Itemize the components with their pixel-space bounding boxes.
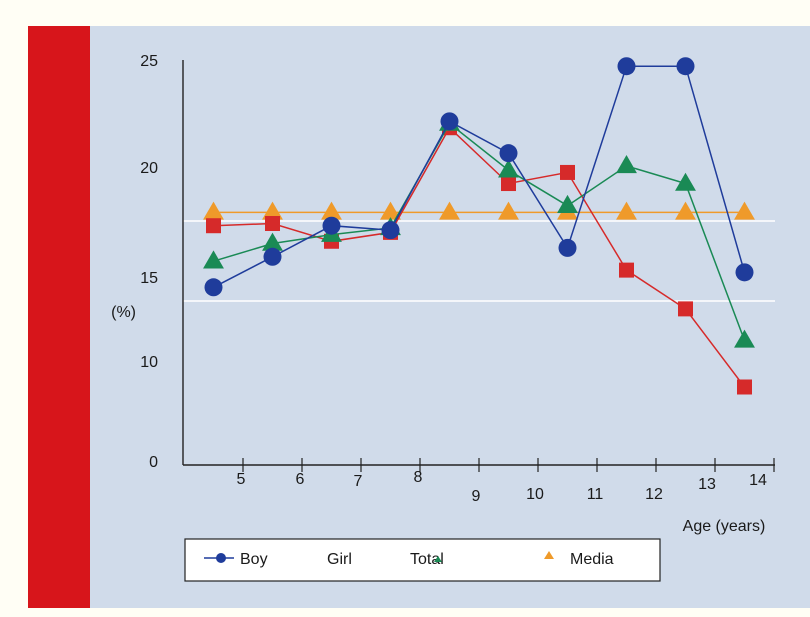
series-line-boy: [213, 65, 746, 288]
y-tick-label: 10: [140, 354, 158, 371]
data-point-media: [675, 201, 696, 220]
x-axis-label: Age (years): [683, 518, 766, 535]
legend-label-total: Total: [410, 551, 444, 568]
y-tick-label: 25: [140, 53, 158, 70]
legend-box: [184, 538, 661, 582]
data-point-girl: [678, 301, 693, 317]
data-point-media: [734, 201, 755, 220]
x-tick-label: 5: [237, 471, 246, 488]
data-point-boy: [263, 247, 282, 266]
data-point-girl: [619, 262, 634, 278]
data-point-girl: [737, 379, 752, 395]
y-tick-label: 20: [140, 160, 158, 177]
legend-label-girl: Girl: [327, 551, 352, 568]
data-point-total: [616, 155, 637, 174]
data-point-boy: [322, 216, 341, 235]
data-point-total: [262, 232, 283, 251]
data-point-girl: [501, 176, 516, 192]
data-point-boy: [204, 278, 223, 297]
legend-marker-total: [434, 556, 442, 562]
x-tick-label: 12: [645, 486, 663, 503]
data-point-total: [675, 172, 696, 191]
legend: Boy Girl Total Media: [184, 538, 661, 582]
data-point-boy: [676, 57, 695, 76]
data-point-total: [498, 159, 519, 178]
y-axis-label: (%): [111, 304, 136, 321]
x-tick-label: 7: [354, 473, 363, 490]
legend-marker-media: [544, 551, 554, 559]
y-tick-label: 15: [140, 270, 158, 287]
data-point-media: [616, 201, 637, 220]
data-point-boy: [558, 238, 577, 257]
legend-label-boy: Boy: [240, 551, 268, 568]
data-point-media: [262, 201, 283, 220]
legend-label-media: Media: [570, 551, 614, 568]
data-point-media: [321, 201, 342, 220]
y-tick-label: 0: [149, 454, 158, 471]
data-point-media: [203, 201, 224, 220]
series-girl: [206, 120, 752, 395]
legend-marker-boy: [216, 553, 226, 563]
x-tick-label: 14: [749, 472, 767, 489]
x-tick-label: 13: [698, 476, 716, 493]
series-total: [203, 112, 755, 348]
series-boy: [204, 57, 754, 297]
data-point-media: [498, 201, 519, 220]
series-media: [203, 201, 755, 220]
red-side-bar: [28, 26, 90, 608]
data-point-boy: [499, 144, 518, 163]
data-point-girl: [560, 164, 575, 180]
data-point-total: [557, 194, 578, 213]
chart-frame: [28, 26, 810, 608]
series-line-total: [213, 122, 746, 341]
x-tick-label: 11: [587, 486, 604, 503]
x-tick-label: 10: [526, 486, 544, 503]
series-line-girl: [213, 126, 746, 388]
data-point-boy: [381, 221, 400, 240]
x-tick-label: 9: [472, 488, 481, 505]
data-point-boy: [617, 57, 636, 76]
x-tick-label: 6: [296, 471, 305, 488]
data-point-boy: [440, 112, 459, 131]
data-point-total: [203, 250, 224, 269]
data-point-boy: [735, 263, 754, 282]
data-point-media: [380, 201, 401, 220]
data-point-girl: [265, 216, 280, 231]
x-tick-label: 8: [414, 469, 423, 486]
data-point-girl: [206, 218, 221, 234]
data-point-total: [734, 329, 755, 348]
data-point-media: [439, 201, 460, 220]
